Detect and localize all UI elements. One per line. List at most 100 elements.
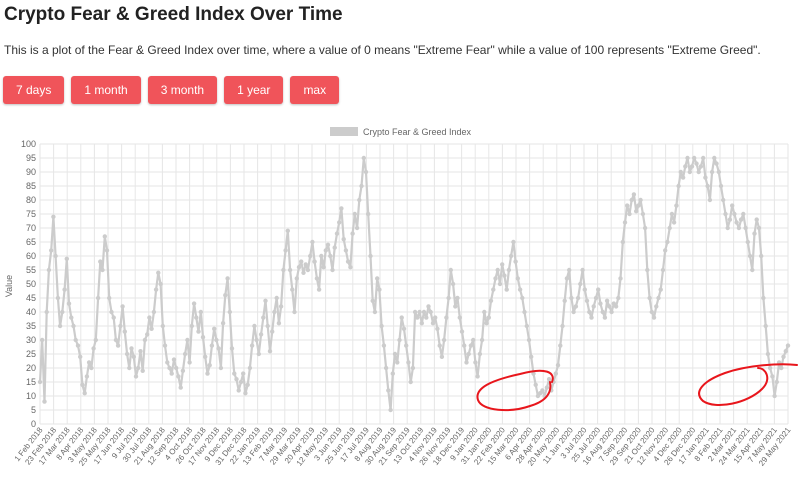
- data-point: [508, 253, 514, 259]
- data-point: [412, 309, 418, 315]
- data-point: [620, 239, 625, 245]
- y-tick-label: 95: [26, 153, 36, 163]
- data-point: [596, 287, 601, 292]
- data-point: [187, 360, 192, 365]
- data-point: [430, 321, 436, 326]
- data-point: [629, 197, 634, 203]
- data-point: [319, 253, 324, 259]
- data-point: [270, 329, 275, 334]
- range-7-days-button[interactable]: 7 days: [3, 76, 65, 104]
- data-point: [439, 354, 445, 359]
- data-point: [174, 365, 179, 371]
- data-point: [256, 351, 261, 357]
- data-point: [685, 155, 690, 161]
- data-point: [305, 267, 311, 273]
- data-point: [750, 267, 755, 273]
- data-point: [78, 354, 83, 359]
- data-point: [763, 323, 768, 329]
- data-point: [136, 365, 141, 371]
- range-max-button[interactable]: max: [290, 76, 340, 104]
- data-point: [178, 385, 183, 390]
- data-point: [540, 388, 545, 393]
- data-point: [176, 374, 181, 379]
- hand-drawn-circle-2021: [698, 363, 798, 406]
- data-point: [504, 287, 509, 292]
- data-point: [767, 365, 773, 371]
- data-point: [636, 203, 641, 208]
- data-point: [477, 351, 483, 357]
- data-point: [243, 391, 248, 396]
- data-point: [415, 315, 420, 320]
- chart-legend[interactable]: Crypto Fear & Greed Index: [330, 127, 472, 137]
- range-3-month-button[interactable]: 3 month: [147, 76, 218, 104]
- data-point: [53, 253, 58, 259]
- data-point: [372, 309, 378, 315]
- data-point: [390, 371, 395, 376]
- data-point: [716, 169, 721, 175]
- data-point: [86, 360, 92, 365]
- data-point: [245, 382, 250, 387]
- data-point: [732, 211, 737, 217]
- data-point: [631, 192, 637, 197]
- data-point: [370, 298, 375, 303]
- data-point: [158, 281, 163, 287]
- annotations: [476, 363, 798, 412]
- data-point: [71, 323, 76, 329]
- data-point: [167, 365, 172, 371]
- data-point: [709, 169, 715, 175]
- data-point: [495, 267, 500, 273]
- y-tick-label: 45: [26, 293, 36, 303]
- y-tick-label: 40: [26, 307, 36, 317]
- data-point: [584, 298, 590, 303]
- data-point: [642, 225, 648, 231]
- data-point: [80, 382, 85, 387]
- data-point: [352, 211, 357, 217]
- data-point: [133, 374, 139, 379]
- data-point: [267, 349, 273, 354]
- y-tick-label: 100: [21, 139, 36, 149]
- legend-swatch: [330, 127, 358, 136]
- y-tick-label: 0: [31, 419, 36, 429]
- data-point: [497, 281, 503, 287]
- y-tick-label: 90: [26, 167, 36, 177]
- data-point: [558, 343, 563, 348]
- data-point: [196, 329, 201, 334]
- data-point: [738, 217, 744, 222]
- data-point: [647, 295, 652, 301]
- range-1-month-button[interactable]: 1 month: [71, 76, 141, 104]
- data-point: [263, 298, 268, 303]
- range-1-year-button[interactable]: 1 year: [224, 76, 284, 104]
- data-point: [654, 304, 659, 309]
- data-point: [573, 304, 579, 309]
- data-point: [687, 169, 692, 175]
- data-point: [308, 253, 313, 259]
- data-point: [337, 220, 342, 225]
- data-point: [399, 315, 404, 320]
- data-point: [410, 365, 416, 371]
- data-point: [272, 309, 277, 315]
- data-point: [124, 351, 130, 357]
- data-point: [386, 388, 391, 393]
- data-point: [567, 267, 572, 273]
- data-point: [281, 267, 286, 273]
- data-point: [397, 337, 402, 343]
- data-point: [75, 343, 81, 348]
- data-point: [692, 155, 697, 161]
- data-point: [341, 237, 346, 242]
- data-point: [229, 346, 235, 351]
- data-point: [437, 343, 442, 348]
- y-tick-label: 70: [26, 223, 36, 233]
- data-point: [417, 309, 422, 315]
- data-point: [156, 270, 161, 275]
- data-point: [361, 155, 366, 161]
- data-point: [450, 281, 456, 287]
- data-point: [122, 329, 128, 334]
- data-point: [142, 337, 148, 343]
- data-point: [236, 388, 241, 393]
- data-point: [89, 365, 94, 371]
- data-point: [276, 321, 282, 326]
- data-point: [743, 225, 748, 231]
- data-point: [180, 368, 186, 373]
- data-point: [252, 323, 257, 329]
- data-point: [314, 276, 320, 281]
